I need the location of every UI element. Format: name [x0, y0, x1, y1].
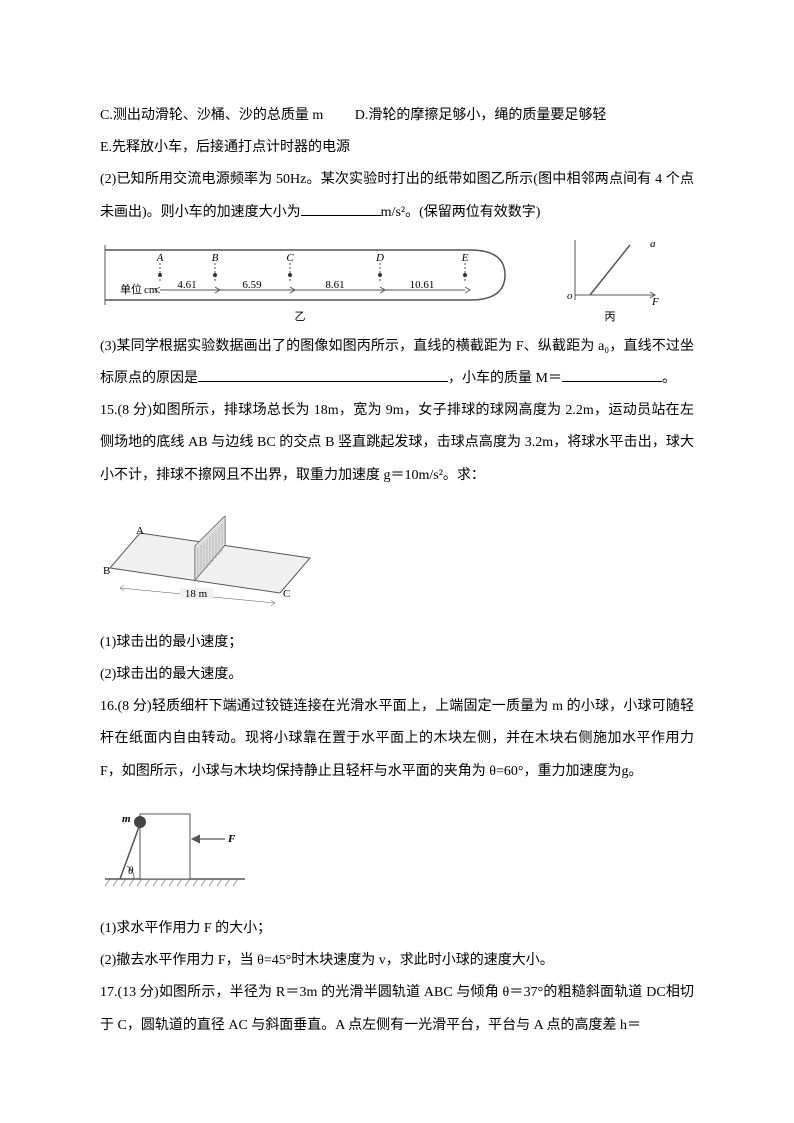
question-15: 15.(8 分)如图所示，排球场总长为 18m，宽为 9m，女子排球的球网高度为…	[100, 395, 694, 492]
graph-caption: 丙	[605, 311, 616, 323]
option-c-d: C.测出动滑轮、沙桶、沙的总质量 m D.滑轮的摩擦足够小，绳的质量要足够轻	[100, 100, 694, 132]
seg3: 8.61	[325, 279, 344, 291]
q15-sub1-text: (1)球击出的最小速度；	[100, 635, 242, 650]
option-e-text: E.先释放小车，后接通打点计时器的电源	[100, 140, 350, 155]
volleyball-court-figure: A B C 18 m	[100, 498, 320, 608]
q3-blank-2	[562, 367, 662, 382]
q16-sub2: (2)撤去水平作用力 F，当 θ=45°时木块速度为 v，求此时小球的速度大小。	[100, 945, 694, 977]
seg2: 6.59	[242, 279, 262, 291]
q2-blank	[301, 201, 381, 216]
ylabel: a	[650, 238, 656, 250]
question-2: (2)已知所用交流电源频率为 50Hz。某次实验时打出的纸带如图乙所示(图中相邻…	[100, 164, 694, 228]
origin: o	[567, 290, 573, 302]
rod-theta: θ	[128, 865, 134, 877]
court-a: A	[136, 525, 144, 537]
tape-caption: 乙	[295, 310, 306, 323]
option-e: E.先释放小车，后接通打点计时器的电源	[100, 132, 694, 164]
question-17: 17.(13 分)如图所示，半径为 R＝3m 的光滑半圆轨道 ABC 与倾角 θ…	[100, 977, 694, 1041]
option-c-text: C.测出动滑轮、沙桶、沙的总质量 m	[100, 108, 323, 123]
q3-text-b: ，小车的质量 M＝	[448, 371, 562, 386]
q16-sub1-text: (1)求水平作用力 F 的大小；	[100, 921, 271, 936]
q15-sub2: (2)球击出的最大速度。	[100, 659, 694, 691]
court-b: B	[103, 565, 110, 577]
q15-sub1: (1)球击出的最小速度；	[100, 627, 694, 659]
pt-a: A	[156, 252, 164, 264]
seg4: 10.61	[410, 279, 435, 291]
q17-text: 17.(13 分)如图所示，半径为 R＝3m 的光滑半圆轨道 ABC 与倾角 θ…	[100, 985, 694, 1032]
exam-page: C.测出动滑轮、沙桶、沙的总质量 m D.滑轮的摩擦足够小，绳的质量要足够轻 E…	[0, 0, 794, 1123]
pt-c: C	[286, 252, 294, 264]
option-d-text: D.滑轮的摩擦足够小，绳的质量要足够轻	[355, 108, 607, 123]
figure-row-tape-graph: A B C D E 4.61 6.59 8.61 10.61 单位 cm 乙	[100, 235, 694, 325]
q16-sub1: (1)求水平作用力 F 的大小；	[100, 913, 694, 945]
q2-text-b: m/s²。(保留两位有效数字)	[381, 205, 541, 220]
pt-e: E	[461, 252, 469, 264]
rod-block-figure: m θ F	[100, 794, 250, 894]
rod-m: m	[122, 813, 131, 825]
court-len: 18 m	[185, 588, 208, 600]
q16-text: 16.(8 分)轻质细杆下端通过铰链连接在光滑水平面上，上端固定一质量为 m 的…	[100, 699, 694, 778]
q15-text: 15.(8 分)如图所示，排球场总长为 18m，宽为 9m，女子排球的球网高度为…	[100, 403, 694, 482]
unit: 单位	[120, 282, 142, 296]
question-3: (3)某同学根据实验数据画出了的图像如图丙所示，直线的横截距为 F、纵截距为 a…	[100, 331, 694, 395]
q3-text-c: 。	[662, 371, 676, 386]
xlabel: F	[651, 296, 659, 308]
court-c: C	[283, 588, 290, 600]
pt-d: D	[375, 252, 384, 264]
cm: cm	[144, 284, 158, 296]
pt-b: B	[212, 252, 219, 264]
rod-f: F	[227, 833, 236, 845]
q16-sub2-text: (2)撤去水平作用力 F，当 θ=45°时木块速度为 v，求此时小球的速度大小。	[100, 953, 554, 968]
seg1: 4.61	[177, 279, 196, 291]
tape-figure: A B C D E 4.61 6.59 8.61 10.61 单位 cm 乙	[100, 235, 520, 325]
question-16: 16.(8 分)轻质细杆下端通过铰链连接在光滑水平面上，上端固定一质量为 m 的…	[100, 691, 694, 788]
q15-sub2-text: (2)球击出的最大速度。	[100, 667, 242, 682]
q3-blank-1	[198, 367, 448, 382]
graph-figure: a F o 丙	[560, 235, 660, 325]
